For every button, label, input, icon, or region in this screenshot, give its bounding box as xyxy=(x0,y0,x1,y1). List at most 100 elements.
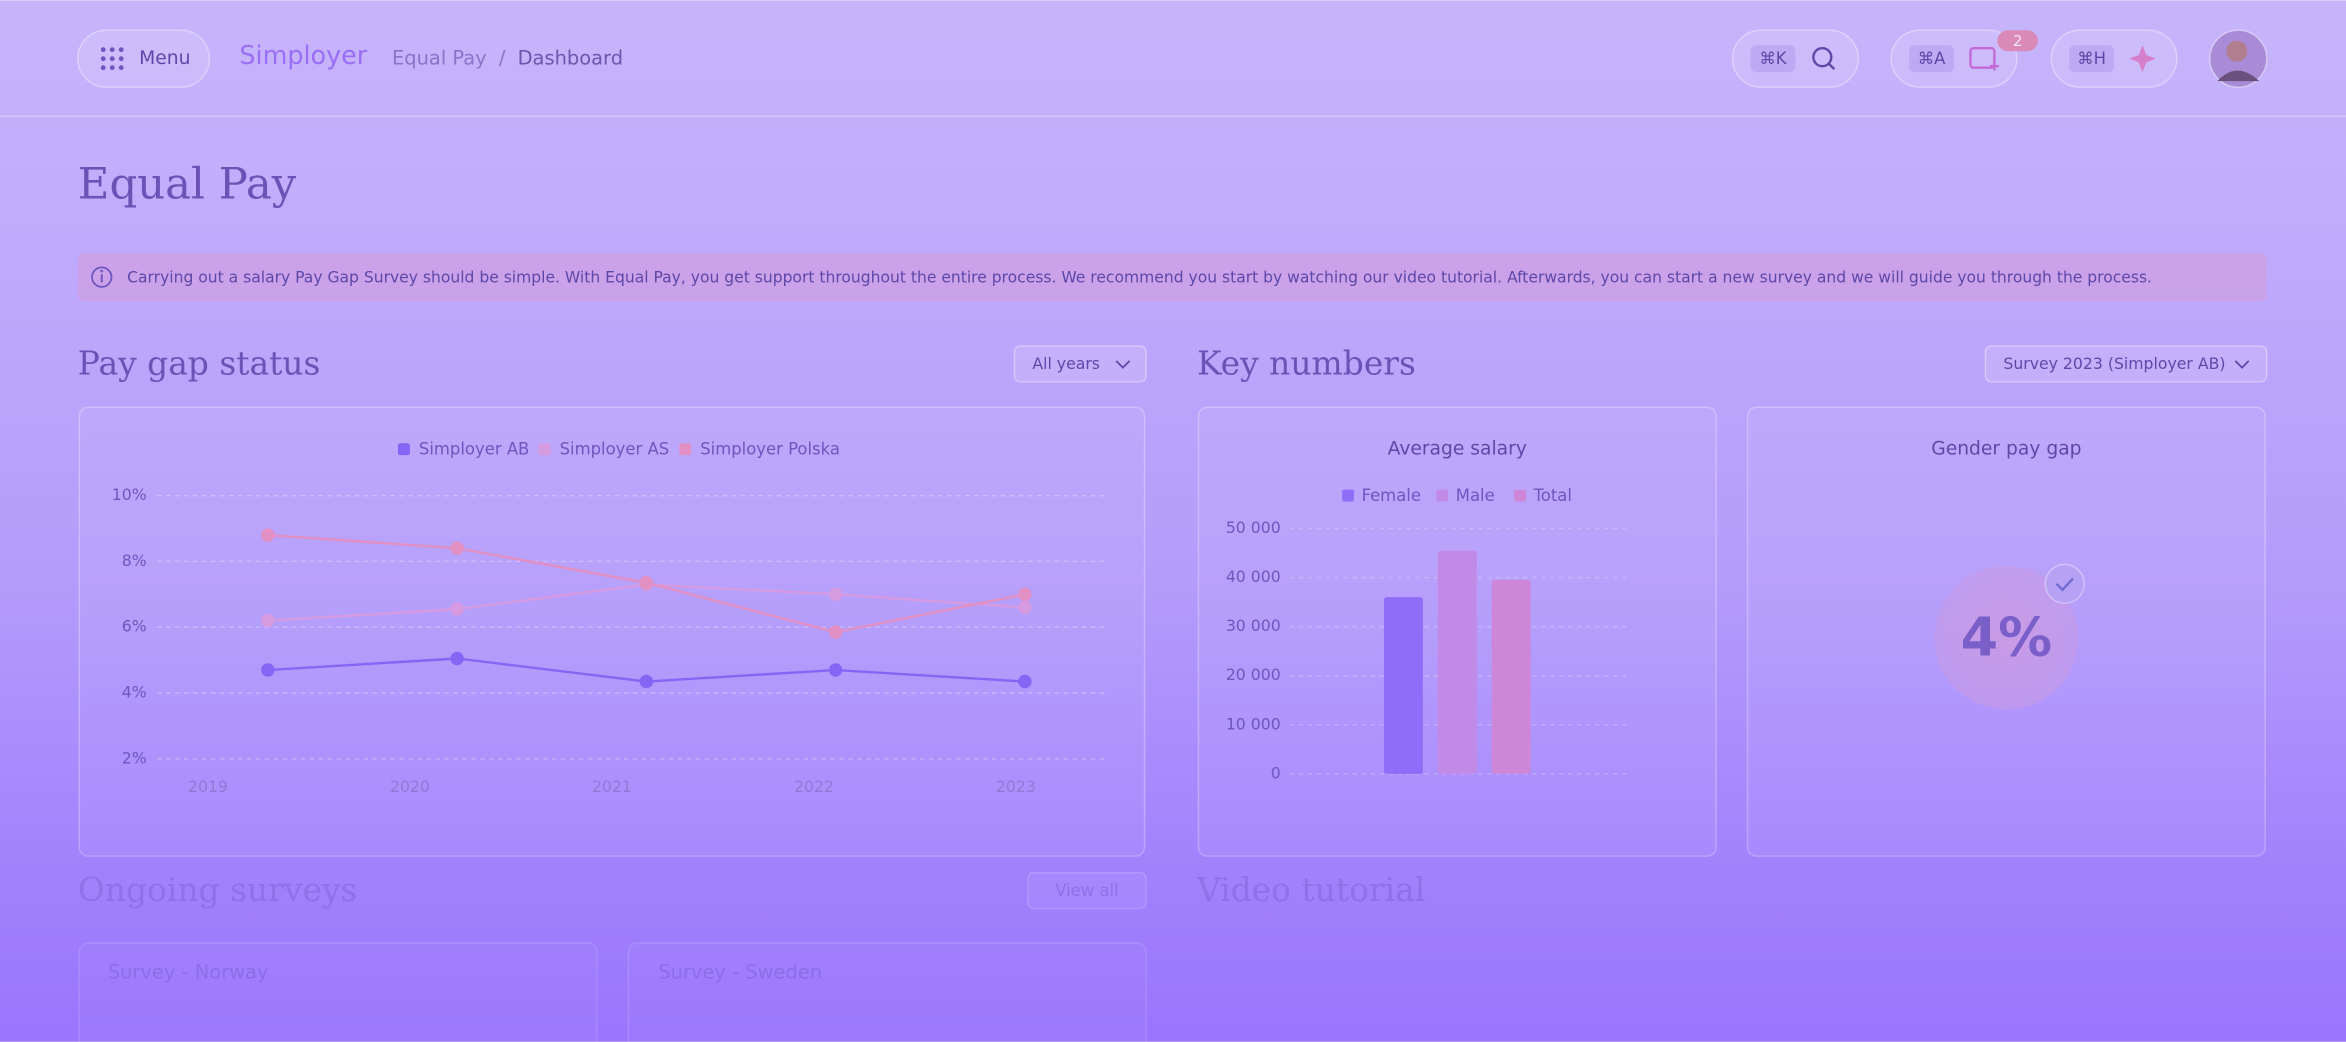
avatar-face xyxy=(2226,40,2248,62)
y-tick-label: 20 000 xyxy=(1226,665,1281,684)
kbd xyxy=(2069,45,2115,73)
assistant-button[interactable] xyxy=(2050,29,2178,88)
page-title: Equal Pay xyxy=(78,159,297,209)
lower-sections: Ongoing surveys View all Survey - Norway… xyxy=(78,870,1425,1042)
legend-label: Total xyxy=(1533,486,1572,505)
legend-label: Simployer AS xyxy=(560,439,670,458)
section-title: Key numbers xyxy=(1197,343,1416,382)
info-banner xyxy=(77,253,2267,302)
card-title: Gender pay gap xyxy=(1931,439,2081,460)
shortcut: ⌘A xyxy=(1918,49,1946,68)
survey-name: Survey - Norway xyxy=(108,960,269,983)
legend-swatch xyxy=(397,443,410,456)
data-point xyxy=(639,674,654,689)
menu-button[interactable] xyxy=(77,29,211,88)
search-icon xyxy=(1812,47,1836,71)
apps-button[interactable] xyxy=(1890,29,2018,88)
data-point xyxy=(450,602,464,616)
y-tick-label: 40 000 xyxy=(1226,567,1281,586)
section-title: Ongoing surveys xyxy=(78,870,358,909)
filter-label: Survey 2023 (Simployer AB) xyxy=(2003,354,2225,373)
kbd xyxy=(1750,45,1796,73)
info-icon xyxy=(91,266,113,288)
badge xyxy=(1997,30,2038,52)
data-point xyxy=(1018,600,1032,615)
legend-swatch xyxy=(538,443,551,456)
data-point xyxy=(1018,674,1032,689)
bar xyxy=(1491,580,1531,774)
pay-gap-value: 4% xyxy=(1961,605,2052,668)
bar xyxy=(1437,550,1477,774)
shortcut: ⌘K xyxy=(1759,49,1787,68)
badge-count: 2 xyxy=(2013,32,2023,50)
inbox-icon xyxy=(1969,47,1999,71)
view-all-button[interactable] xyxy=(1027,871,1147,910)
legend-label: Male xyxy=(1456,486,1495,505)
check-badge xyxy=(2044,563,2085,605)
y-tick-label: 10% xyxy=(112,485,147,504)
y-tick-label: 0 xyxy=(1271,763,1281,782)
legend-swatch xyxy=(1436,489,1449,502)
x-tick-label: 2022 xyxy=(794,777,834,796)
chevron xyxy=(2234,360,2250,369)
legend-swatch xyxy=(1342,489,1355,502)
brand[interactable]: Simployer xyxy=(239,40,367,70)
survey-name: Survey - Sweden xyxy=(658,960,822,983)
avatar-body xyxy=(2217,70,2260,82)
x-tick-label: 2019 xyxy=(188,777,228,796)
sparkle-icon xyxy=(2129,45,2156,73)
check-icon xyxy=(2055,577,2074,592)
x-tick-label: 2023 xyxy=(996,777,1036,796)
y-tick-label: 10 000 xyxy=(1226,714,1281,733)
survey-card[interactable] xyxy=(78,942,598,1042)
chevron xyxy=(1115,360,1131,369)
y-tick-label: 8% xyxy=(122,551,147,570)
data-point xyxy=(261,528,275,542)
data-point xyxy=(828,625,843,639)
fade-overlay xyxy=(0,808,2346,1042)
section-title: Pay gap status xyxy=(78,343,321,382)
legend-label: Simployer AB xyxy=(419,439,529,458)
header: Menu Simployer Equal Pay / Dashboard ⌘K … xyxy=(0,29,2346,118)
menu-label: Menu xyxy=(139,48,190,69)
x-tick-label: 2020 xyxy=(390,777,430,796)
info-icon-dot xyxy=(100,269,104,273)
data-point xyxy=(828,663,843,677)
x-tick-label: 2021 xyxy=(592,777,632,796)
y-tick-label: 50 000 xyxy=(1226,518,1281,537)
bar-chart: 0 10 000 20 000 30 000 40 000 50 000 Female Mal… xyxy=(1226,486,1631,782)
search-button[interactable] xyxy=(1731,29,1859,88)
bar xyxy=(1383,597,1423,774)
section-title: Video tutorial xyxy=(1196,870,1425,909)
data-point xyxy=(261,663,275,677)
filter-label: All years xyxy=(1032,354,1100,373)
breadcrumb-item[interactable]: Equal Pay xyxy=(392,46,487,69)
kbd xyxy=(1909,45,1955,73)
year-filter[interactable] xyxy=(1013,345,1147,383)
legend-label: Simployer Polska xyxy=(700,439,840,458)
data-point xyxy=(261,613,275,628)
gauge-circle xyxy=(1934,565,2079,710)
menu-icon xyxy=(100,47,124,71)
info-text: Carrying out a salary Pay Gap Survey sho… xyxy=(127,268,2152,286)
button-label: View all xyxy=(1055,881,1118,900)
survey-filter[interactable] xyxy=(1984,345,2268,383)
data-point xyxy=(450,651,464,666)
breadcrumb-item: Dashboard xyxy=(518,46,623,69)
survey-card[interactable] xyxy=(627,942,1147,1042)
data-point xyxy=(639,576,654,590)
y-tick-label: 30 000 xyxy=(1226,616,1281,635)
y-tick-label: 4% xyxy=(122,683,147,702)
shortcut: ⌘H xyxy=(2077,49,2106,68)
legend-label: Female xyxy=(1362,486,1421,505)
line-chart: 2% 4% 6% 8% 10% 2019 2020 2021 2022 2023 Simployer… xyxy=(112,439,1108,796)
data-point xyxy=(1018,587,1032,602)
legend-swatch xyxy=(1514,489,1527,502)
data-point xyxy=(450,541,464,555)
breadcrumb: Equal Pay / Dashboard xyxy=(392,46,623,69)
data-point xyxy=(828,587,843,602)
breadcrumb-separator: / xyxy=(499,46,506,69)
y-tick-label: 2% xyxy=(122,748,147,767)
